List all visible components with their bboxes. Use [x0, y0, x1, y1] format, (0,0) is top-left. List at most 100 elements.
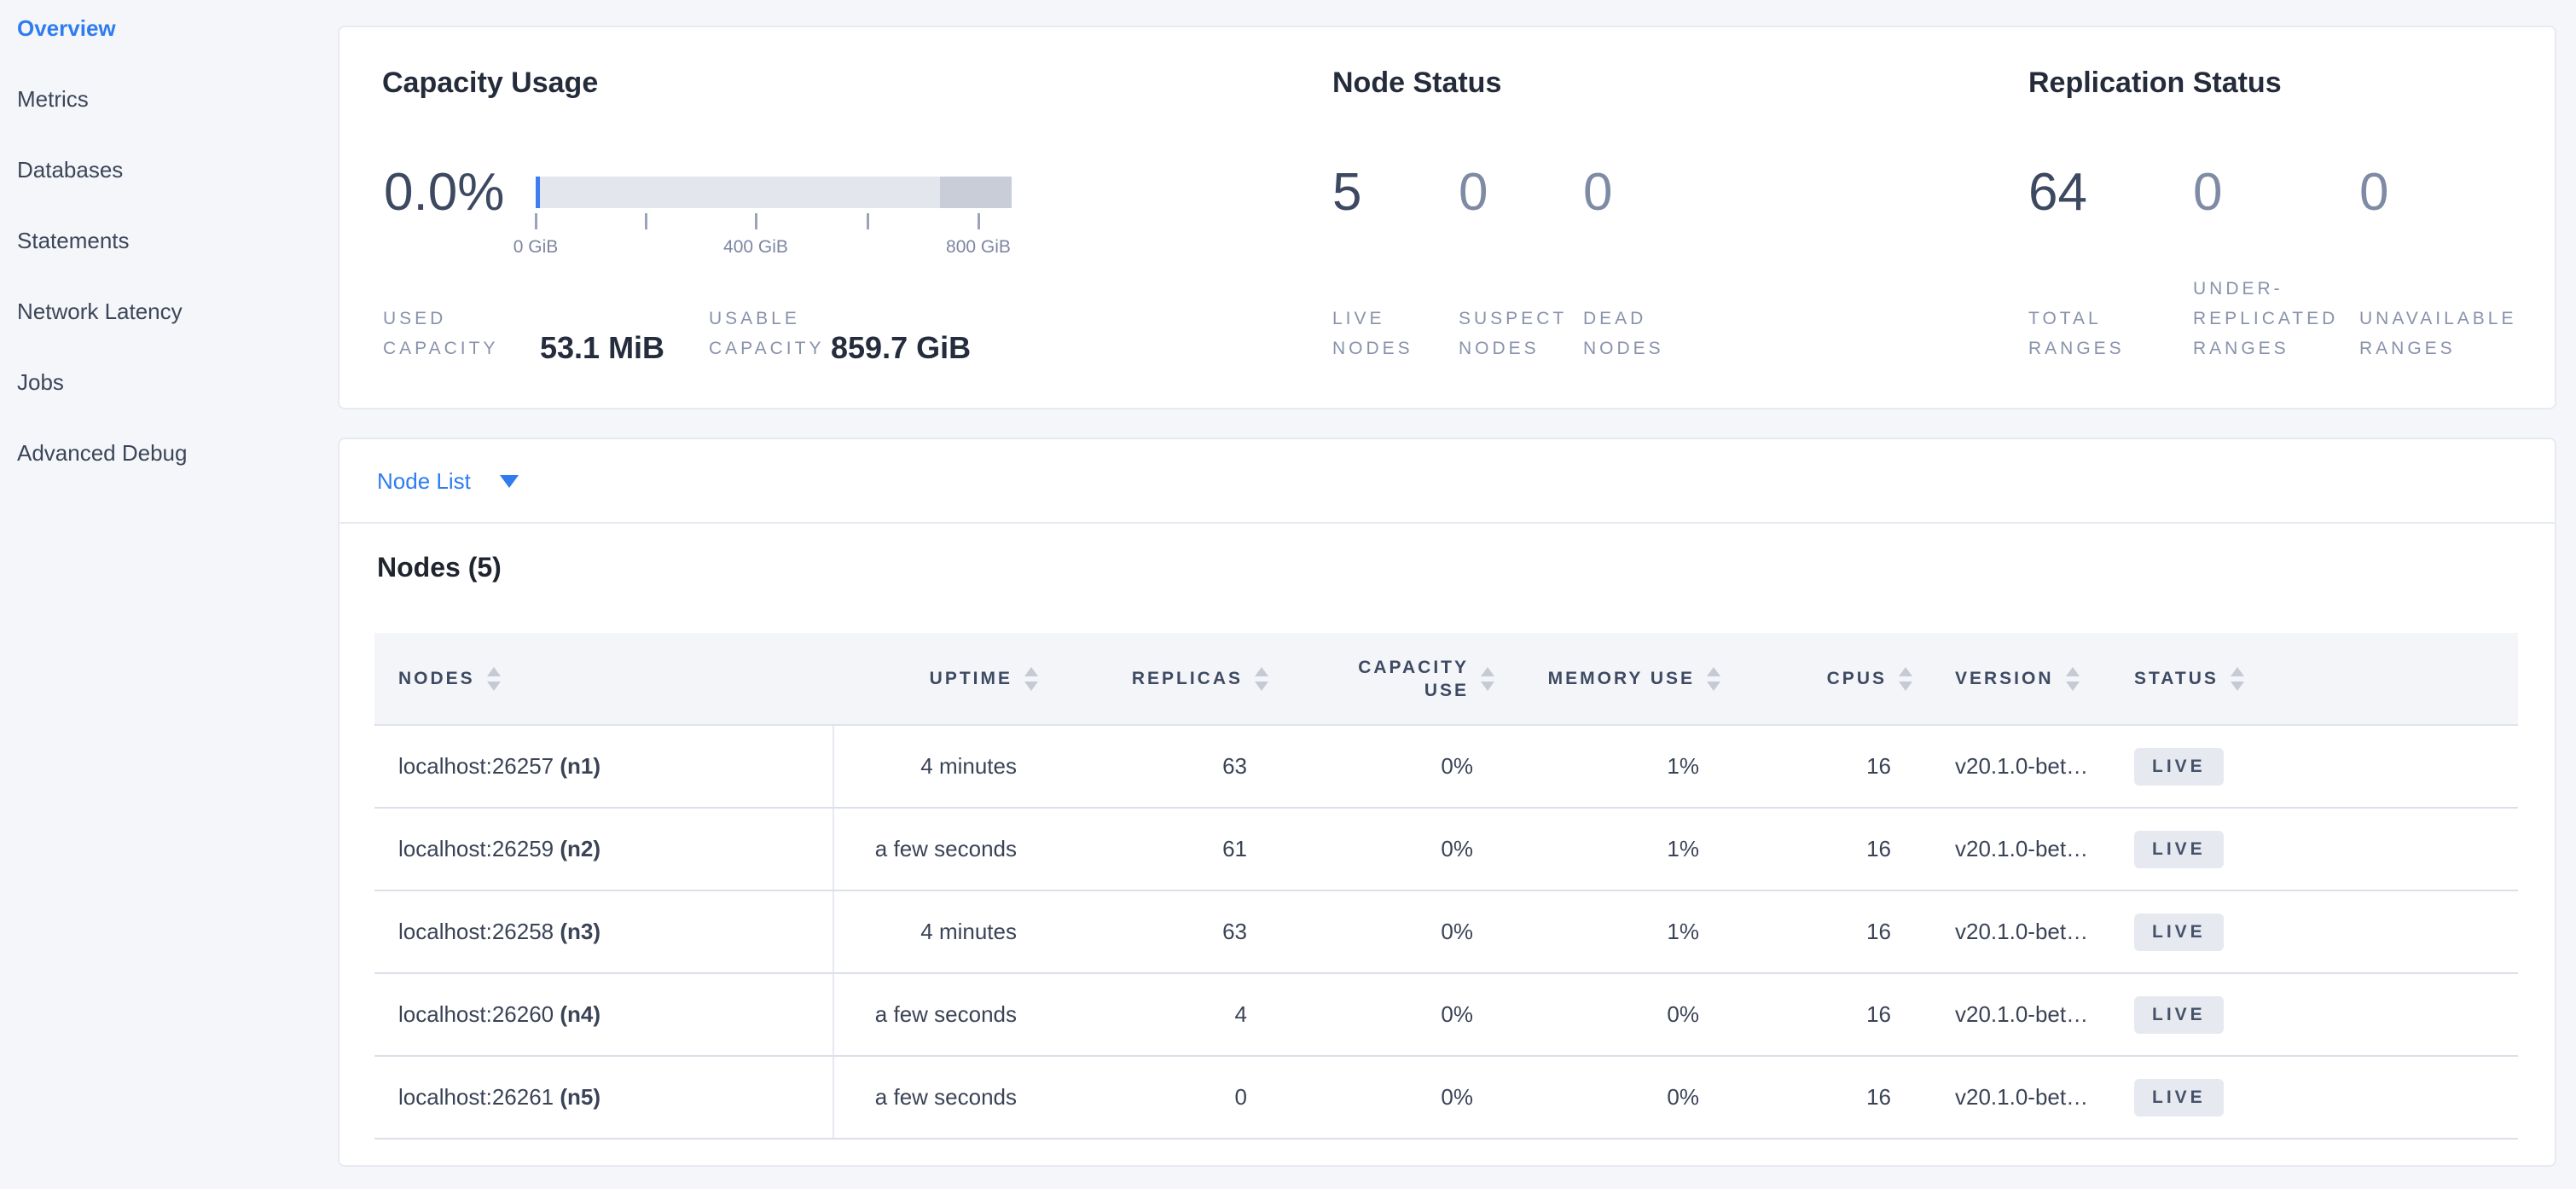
node-cpus-cell: 16	[1720, 808, 1912, 891]
col-header-inner-cpus: CPUS	[1720, 666, 1912, 691]
sort-down-arrow-icon	[1481, 681, 1494, 691]
sort-icon	[2230, 666, 2244, 691]
node-uptime-cell: a few seconds	[833, 973, 1038, 1057]
node-cpus-cell: 16	[1720, 725, 1912, 809]
col-header-inner-replicas: REPLICAS	[1038, 666, 1268, 691]
col-header-replicas[interactable]: REPLICAS	[1038, 633, 1268, 726]
axis-tick-label: 800 GiB	[946, 237, 1011, 257]
col-header-label-status: STATUS	[2134, 667, 2219, 690]
axis-tick-mark	[535, 213, 537, 229]
node-version-cell: v20.1.0-bet…	[1912, 725, 2104, 809]
stat-label-line: RANGES	[2359, 339, 2456, 358]
col-header-label-line: USE	[1424, 680, 1469, 700]
sidebar-item-advanced-debug[interactable]: Advanced Debug	[17, 440, 188, 466]
col-header-label-line: NODES	[398, 669, 475, 688]
col-header-inner-capacity: CAPACITY USE	[1268, 656, 1494, 702]
table-row-node--n4-: localhost:26260 (n4) a few seconds 4 0% 0% 16…	[374, 973, 2518, 1057]
nodes-table-header-row: NODES UPTIME REPLICAS CAPACITY USE MEMORY USE…	[374, 633, 2518, 726]
node-capacity-use-cell: 0%	[1268, 890, 1494, 974]
col-header-inner-status: STATUS	[2104, 666, 2518, 691]
under-replicated-ranges-label: UNDER- REPLICATED RANGES	[2193, 274, 2338, 363]
node-memory-use-cell: 1%	[1494, 725, 1720, 809]
sidebar-item-databases[interactable]: Databases	[17, 157, 124, 183]
node-version-cell: v20.1.0-bet…	[1912, 808, 2104, 891]
col-header-version[interactable]: VERSION	[1912, 633, 2104, 726]
node-memory-use-cell: 0%	[1494, 973, 1720, 1057]
sort-down-arrow-icon	[2230, 681, 2244, 691]
table-row-node--n5-: localhost:26261 (n5) a few seconds 0 0% 0% 16…	[374, 1056, 2518, 1140]
node-id: (n5)	[560, 1084, 601, 1110]
col-header-label-line: STATUS	[2134, 669, 2219, 688]
dead-nodes-label: DEAD NODES	[1583, 304, 1664, 363]
node-memory-use-cell: 1%	[1494, 890, 1720, 974]
stat-label-line: CAPACITY	[709, 339, 825, 358]
col-header-uptime[interactable]: UPTIME	[833, 633, 1038, 726]
sidebar-item-network-latency[interactable]: Network Latency	[17, 299, 183, 324]
stat-label-line: REPLICATED	[2193, 309, 2339, 328]
col-header-nodes[interactable]: NODES	[374, 633, 833, 726]
axis-tick-label: 400 GiB	[723, 237, 788, 257]
sidebar-item-metrics[interactable]: Metrics	[17, 86, 89, 112]
stat-label-line: SUSPECT	[1459, 309, 1568, 328]
col-header-inner-nodes: NODES	[374, 666, 833, 691]
node-uptime-cell: a few seconds	[833, 808, 1038, 891]
col-header-status[interactable]: STATUS	[2104, 633, 2518, 726]
usable-capacity-label: USABLE CAPACITY	[709, 304, 824, 363]
node-memory-use-cell: 1%	[1494, 808, 1720, 891]
sort-icon	[486, 666, 501, 691]
stat-label-line: USED	[383, 309, 447, 328]
node-cpus-cell: 16	[1720, 1056, 1912, 1140]
col-header-label-line: REPLICAS	[1131, 669, 1243, 688]
axis-tick-mark	[978, 213, 980, 229]
live-status-badge: LIVE	[2134, 913, 2224, 951]
col-header-label-capacity: CAPACITY USE	[1358, 656, 1469, 702]
suspect-nodes-label: SUSPECT NODES	[1459, 304, 1567, 363]
node-address: localhost:26261	[398, 1084, 560, 1110]
sidebar-item-jobs[interactable]: Jobs	[17, 369, 64, 395]
sort-icon	[1707, 666, 1720, 691]
nodes-table: NODES UPTIME REPLICAS CAPACITY USE MEMORY USE…	[374, 633, 2518, 1140]
sidebar-item-overview[interactable]: Overview	[17, 15, 116, 41]
node-address: localhost:26259	[398, 836, 560, 861]
col-header-label-nodes: NODES	[398, 667, 475, 690]
col-header-inner-memory: MEMORY USE	[1494, 666, 1720, 691]
node-uptime-cell: a few seconds	[833, 1056, 1038, 1140]
stat-label-line: LIVE	[1332, 309, 1385, 328]
total-ranges-value: 64	[2028, 163, 2087, 222]
table-row-node--n1-: localhost:26257 (n1) 4 minutes 63 0% 1% 16 v20…	[374, 725, 2518, 809]
node-address: localhost:26257	[398, 753, 560, 779]
sort-up-arrow-icon	[2065, 666, 2080, 676]
stat-label-line: NODES	[1583, 339, 1664, 358]
node-id: (n3)	[560, 919, 601, 944]
stat-label-line: NODES	[1459, 339, 1540, 358]
sort-up-arrow-icon	[1899, 666, 1912, 676]
col-header-cpus[interactable]: CPUS	[1720, 633, 1912, 726]
sort-down-arrow-icon	[1024, 681, 1038, 691]
node-replicas-cell: 63	[1038, 890, 1268, 974]
node-status-cell: LIVE	[2104, 808, 2518, 891]
stat-label-line: CAPACITY	[383, 339, 499, 358]
node-version-cell: v20.1.0-bet…	[1912, 890, 2104, 974]
unavailable-ranges-value: 0	[2359, 163, 2389, 222]
live-status-badge: LIVE	[2134, 1078, 2224, 1116]
node-name-cell: localhost:26261 (n5)	[374, 1056, 834, 1140]
col-header-capacity[interactable]: CAPACITY USE	[1268, 633, 1494, 726]
stat-label-line: RANGES	[2193, 339, 2289, 358]
sort-down-arrow-icon	[2065, 681, 2080, 691]
node-name-cell: localhost:26259 (n2)	[374, 808, 834, 891]
sort-up-arrow-icon	[1481, 666, 1494, 676]
sort-icon	[1024, 666, 1038, 691]
col-header-memory[interactable]: MEMORY USE	[1494, 633, 1720, 726]
stat-label-line: TOTAL	[2028, 309, 2102, 328]
capacity-bar-other-segment	[940, 177, 1012, 208]
col-header-label-line: CPUS	[1826, 669, 1887, 688]
stat-label-line: UNAVAILABLE	[2359, 309, 2517, 328]
node-list-dropdown[interactable]: Node List	[377, 439, 519, 524]
node-name-cell: localhost:26257 (n1)	[374, 725, 834, 809]
sidebar-item-statements[interactable]: Statements	[17, 228, 130, 253]
capacity-bar-used-segment	[536, 177, 540, 208]
node-status-cell: LIVE	[2104, 1056, 2518, 1140]
node-name-cell: localhost:26260 (n4)	[374, 973, 834, 1057]
under-replicated-ranges-value: 0	[2193, 163, 2223, 222]
